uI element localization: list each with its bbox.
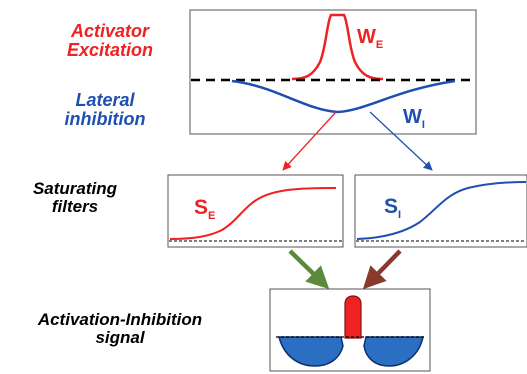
lateral-inhibition-label: Lateral inhibition [64,90,146,129]
saturating-filters-label: Saturating filters [32,179,118,216]
excitation-kernel-curve [291,13,384,81]
excitation-filter-panel [167,174,344,248]
signal-inhibition-lobe-left [278,336,344,367]
signal-inhibition-lobe-right [363,336,424,367]
inhibition-arrow [369,111,433,171]
s-inhibition-symbol: SI [384,195,401,221]
inhibition-filter-panel [354,174,527,248]
activation-inhibition-signal-label: Activation-Inhibition signal [37,310,203,347]
s-excitation-symbol: SE [194,196,215,222]
excitation-arrow [282,111,337,171]
excitation-sigmoid-curve [169,187,337,240]
kernel-panel [189,9,477,135]
inhibition-kernel-curve [231,79,456,114]
inhibition-to-signal-arrow [362,249,402,290]
w-inhibition-symbol: WI [403,106,425,131]
w-excitation-symbol: WE [357,26,383,51]
excitation-to-signal-arrow [288,249,330,290]
activator-excitation-label: Activator Excitation [66,21,154,60]
signal-excitation-peak [344,295,362,339]
inhibition-sigmoid-curve [356,181,527,240]
